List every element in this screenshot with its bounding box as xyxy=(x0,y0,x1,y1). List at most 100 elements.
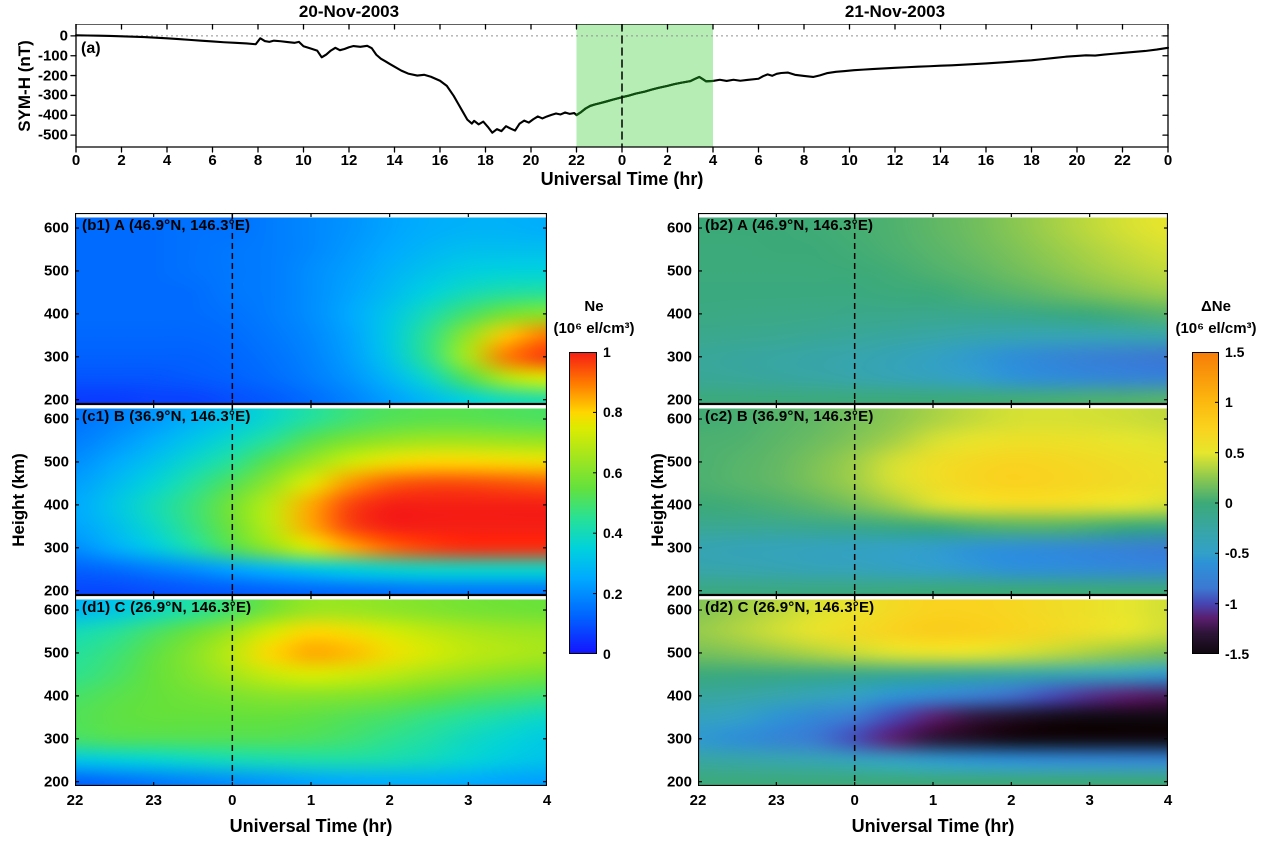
symh-x-tick-label: 12 xyxy=(886,152,904,169)
height-tick-label: 300 xyxy=(43,348,69,366)
heatmap-panel-label: (d1) C (26.9°N, 146.3°E) xyxy=(82,599,252,616)
height-tick-label: 500 xyxy=(43,262,69,280)
symh-y-tick-label: -200 xyxy=(37,67,68,85)
title-day1: 20-Nov-2003 xyxy=(298,2,400,21)
dne-colorbar-tick-label: 1.5 xyxy=(1225,344,1245,360)
height-tick-label: 600 xyxy=(666,219,692,237)
height-tick-label: 600 xyxy=(43,601,69,619)
time-tick-label: 3 xyxy=(464,792,473,809)
heatmap-panel-label: (b1) A (46.9°N, 146.3°E) xyxy=(82,217,251,234)
dne-colorbar-tick-label: 0 xyxy=(1225,495,1233,511)
dne-colorbar-tick-label: -0.5 xyxy=(1225,545,1250,562)
height-tick-label: 500 xyxy=(43,453,69,471)
symh-x-tick-label: 14 xyxy=(386,152,403,169)
time-tick-label: 4 xyxy=(542,792,552,809)
height-tick-label: 600 xyxy=(666,601,692,619)
height-tick-label: 500 xyxy=(666,453,692,471)
height-tick-label: 200 xyxy=(43,773,69,791)
symh-x-tick-label: 0 xyxy=(71,152,81,169)
symh-x-axis-label: Universal Time (hr) xyxy=(540,169,704,189)
symh-x-tick-label: 20 xyxy=(522,152,540,169)
symh-x-tick-label: 22 xyxy=(568,152,585,169)
heatmap-panel-label: (b2) A (46.9°N, 146.3°E) xyxy=(705,217,874,234)
symh-x-tick-label: 22 xyxy=(1114,152,1131,169)
heatmap-c1-canvas xyxy=(75,404,547,595)
heatmap-panel-label: (c1) B (36.9°N, 146.3°E) xyxy=(82,408,251,425)
height-tick-label: 300 xyxy=(43,730,69,748)
symh-y-tick-label: 0 xyxy=(59,27,68,45)
time-tick-label: 4 xyxy=(1163,792,1173,809)
symh-x-tick-label: 8 xyxy=(253,152,263,169)
height-tick-label: 400 xyxy=(43,496,69,514)
ne-colorbar-title: Ne xyxy=(584,298,604,315)
symh-line-chart xyxy=(70,24,1174,155)
heatmap-panel-label: (d2) C (26.9°N, 146.3°E) xyxy=(705,599,875,616)
height-tick-label: 400 xyxy=(666,305,692,323)
time-tick-label: 2 xyxy=(1007,792,1016,809)
time-tick-label: 1 xyxy=(306,792,316,809)
time-tick-label: 22 xyxy=(66,792,84,809)
symh-x-tick-label: 18 xyxy=(477,152,494,169)
height-tick-label: 500 xyxy=(666,262,692,280)
ne-colorbar xyxy=(569,352,597,654)
height-tick-label: 200 xyxy=(666,773,692,791)
heatmap-d2-canvas xyxy=(698,595,1168,786)
heatmap-c2-canvas xyxy=(698,404,1168,595)
time-tick-label: 2 xyxy=(385,792,394,809)
heatmap-b2-canvas xyxy=(698,213,1168,404)
ne-colorbar-tick-label: 0.6 xyxy=(603,464,623,481)
symh-y-tick-label: -400 xyxy=(37,106,68,124)
symh-y-tick-label: -300 xyxy=(37,86,68,104)
symh-x-tick-label: 20 xyxy=(1068,152,1086,169)
symh-x-tick-label: 2 xyxy=(117,152,126,169)
time-tick-label: 1 xyxy=(928,792,938,809)
symh-x-tick-label: 6 xyxy=(754,152,763,169)
dne-colorbar-tick-label: -1 xyxy=(1225,595,1238,612)
symh-x-tick-label: 6 xyxy=(208,152,217,169)
height-tick-label: 500 xyxy=(43,644,69,662)
height-axis-label-left: Height (km) xyxy=(9,453,28,547)
heatmap-d1-canvas xyxy=(75,595,547,786)
height-tick-label: 200 xyxy=(43,391,69,409)
height-tick-label: 600 xyxy=(43,410,69,428)
dne-colorbar xyxy=(1192,352,1219,654)
symh-x-tick-label: 18 xyxy=(1023,152,1040,169)
symh-x-tick-label: 0 xyxy=(1163,152,1173,169)
ne-colorbar-tick-label: 0.2 xyxy=(603,585,623,602)
height-tick-label: 300 xyxy=(43,539,69,557)
dne-colorbar-tick-label: -1.5 xyxy=(1225,646,1250,662)
symh-x-tick-label: 4 xyxy=(708,152,718,169)
dne-colorbar-units: (10⁶ el/cm³) xyxy=(1175,320,1257,337)
time-tick-label: 0 xyxy=(228,792,237,809)
symh-x-tick-label: 0 xyxy=(617,152,627,169)
height-tick-label: 500 xyxy=(666,644,692,662)
symh-y-axis-label: SYM-H (nT) xyxy=(15,40,34,132)
time-axis-label-right: Universal Time (hr) xyxy=(851,816,1015,836)
height-tick-label: 300 xyxy=(666,730,692,748)
symh-x-tick-label: 14 xyxy=(932,152,949,169)
height-tick-label: 400 xyxy=(666,496,692,514)
heatmap-b1-canvas xyxy=(75,213,547,404)
dne-colorbar-tick-label: 0.5 xyxy=(1225,444,1245,461)
height-tick-label: 200 xyxy=(43,582,69,600)
height-tick-label: 600 xyxy=(43,219,69,237)
height-axis-label-right: Height (km) xyxy=(648,453,667,547)
symh-x-tick-label: 2 xyxy=(663,152,672,169)
height-tick-label: 400 xyxy=(666,687,692,705)
time-tick-label: 23 xyxy=(145,792,162,809)
time-tick-label: 23 xyxy=(767,792,785,809)
title-day2: 21-Nov-2003 xyxy=(844,2,946,21)
height-tick-label: 200 xyxy=(666,391,692,409)
height-tick-label: 400 xyxy=(43,305,69,323)
time-tick-label: 0 xyxy=(850,792,859,809)
symh-x-tick-label: 16 xyxy=(977,152,995,169)
height-tick-label: 300 xyxy=(666,539,692,557)
symh-x-tick-label: 12 xyxy=(340,152,358,169)
dne-colorbar-title: ΔNe xyxy=(1201,298,1231,315)
symh-y-tick-label: -100 xyxy=(37,47,68,65)
time-tick-label: 22 xyxy=(689,792,707,809)
height-tick-label: 600 xyxy=(666,410,692,428)
height-tick-label: 400 xyxy=(43,687,69,705)
height-tick-label: 300 xyxy=(666,348,692,366)
